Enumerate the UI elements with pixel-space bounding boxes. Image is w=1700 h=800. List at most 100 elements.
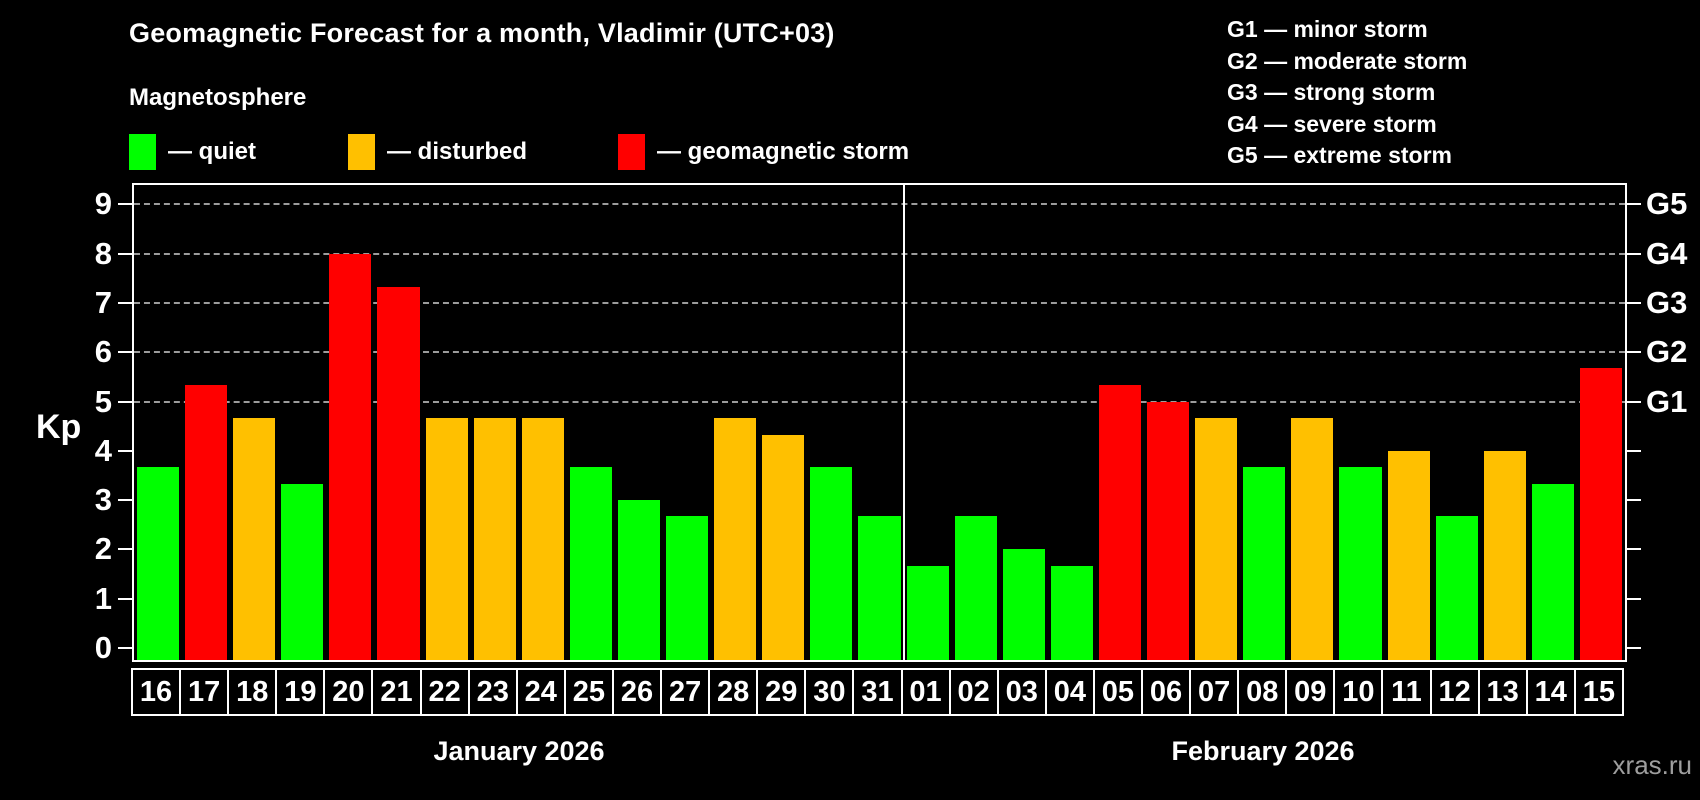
kp-bar-feb-02 — [954, 516, 997, 660]
kp-bar-feb-12 — [1435, 516, 1478, 660]
day-cell-12: 12 — [1429, 668, 1480, 716]
g-scale-legend: G1 — minor storm G2 — moderate storm G3 … — [1227, 14, 1467, 172]
storm-color-swatch — [618, 134, 645, 170]
y-axis-label-8: 8 — [94, 235, 112, 271]
g-axis-label-g3: G3 — [1646, 284, 1688, 320]
right-axis-tick-8 — [1627, 252, 1641, 255]
g-legend-line-g2: G2 — moderate storm — [1227, 47, 1468, 74]
kp-bar-feb-08 — [1243, 467, 1286, 660]
g-legend-line-g5: G5 — extreme storm — [1227, 142, 1452, 168]
legend-label-disturbed: — disturbed — [387, 138, 528, 165]
y-axis-label-2: 2 — [94, 531, 112, 567]
day-cell-27: 27 — [660, 668, 711, 716]
day-cell-04: 04 — [1044, 668, 1095, 716]
y-axis-label-1: 1 — [94, 580, 112, 616]
day-cell-06: 06 — [1140, 668, 1192, 716]
day-cell-09: 09 — [1285, 668, 1336, 716]
day-cell-29: 29 — [756, 668, 807, 716]
legend-item-storm: — geomagnetic storm — [618, 132, 909, 172]
gridline-kp5 — [134, 400, 1625, 403]
legend-item-disturbed: — disturbed — [348, 132, 527, 172]
day-cell-07: 07 — [1189, 668, 1240, 716]
kp-bar-feb-06 — [1147, 401, 1190, 660]
day-cell-05: 05 — [1092, 668, 1143, 716]
day-axis-row: 16 17 18 19 20 21 22 23 24 25 26 27 28 29 30 31 01 02 03 04… — [131, 668, 1624, 716]
day-cell-25: 25 — [563, 668, 614, 716]
kp-bar-feb-09 — [1291, 417, 1334, 660]
month-label-january: January 2026 — [433, 736, 605, 766]
day-cell-10: 10 — [1333, 668, 1384, 716]
quiet-color-swatch — [129, 134, 156, 170]
g-axis-label-g1: G1 — [1646, 383, 1688, 419]
kp-bar-feb-15 — [1579, 368, 1622, 660]
kp-bar-jan-17 — [185, 385, 228, 660]
kp-bar-jan-27 — [666, 516, 709, 660]
right-axis-tick-3 — [1627, 499, 1641, 502]
watermark: xras.ru — [1612, 750, 1692, 780]
month-divider — [902, 185, 905, 660]
legend-item-quiet: — quiet — [129, 132, 256, 172]
right-axis-tick-4 — [1627, 449, 1641, 452]
day-cell-24: 24 — [515, 668, 566, 716]
kp-bar-feb-04 — [1050, 565, 1093, 660]
y-axis-tick-3 — [118, 499, 132, 502]
kp-bar-jan-22 — [425, 417, 468, 660]
day-cell-16: 16 — [131, 668, 182, 716]
legend-label-storm: — geomagnetic storm — [657, 138, 910, 165]
day-cell-26: 26 — [611, 668, 663, 716]
y-axis-label-4: 4 — [94, 432, 112, 468]
kp-bar-jan-16 — [137, 467, 180, 660]
gridline-kp7 — [134, 301, 1625, 304]
day-cell-20: 20 — [323, 668, 374, 716]
gridline-kp6 — [134, 351, 1625, 354]
kp-bar-feb-03 — [1002, 549, 1045, 660]
kp-bar-jan-30 — [810, 467, 853, 660]
kp-bar-feb-14 — [1531, 483, 1574, 660]
disturbed-color-swatch — [348, 134, 375, 170]
day-cell-21: 21 — [371, 668, 422, 716]
month-label-february: February 2026 — [1171, 736, 1355, 766]
kp-bar-feb-01 — [906, 565, 949, 660]
g-axis-label-g5: G5 — [1646, 186, 1688, 222]
day-cell-01: 01 — [900, 668, 951, 716]
kp-bar-feb-05 — [1098, 385, 1142, 660]
g-axis-label-g4: G4 — [1646, 235, 1688, 271]
legend-label-quiet: — quiet — [168, 138, 256, 165]
day-cell-28: 28 — [708, 668, 759, 716]
y-axis-title: Kp — [36, 408, 82, 446]
gridline-kp8 — [134, 252, 1625, 255]
kp-bar-jan-31 — [858, 516, 901, 660]
kp-bar-jan-29 — [762, 434, 805, 660]
day-cell-08: 08 — [1237, 668, 1288, 716]
y-axis-label-9: 9 — [94, 186, 112, 222]
kp-bar-jan-26 — [617, 500, 661, 660]
y-axis-label-0: 0 — [94, 630, 112, 665]
right-axis-tick-6 — [1627, 351, 1641, 354]
gridline-kp9 — [134, 203, 1625, 206]
kp-bar-feb-07 — [1195, 417, 1238, 660]
right-axis-tick-5 — [1627, 400, 1641, 403]
kp-bar-jan-28 — [714, 417, 757, 660]
kp-bar-feb-10 — [1339, 467, 1382, 660]
right-axis-tick-1 — [1627, 597, 1641, 600]
right-axis-tick-9 — [1627, 203, 1641, 206]
g-axis-label-g2: G2 — [1646, 334, 1688, 370]
right-axis-tick-2 — [1627, 548, 1641, 551]
y-axis-tick-6 — [118, 351, 132, 354]
day-cell-13: 13 — [1477, 668, 1528, 716]
y-axis-tick-2 — [118, 548, 132, 551]
kp-bar-feb-13 — [1483, 450, 1526, 660]
day-cell-03: 03 — [996, 668, 1047, 716]
day-cell-11: 11 — [1381, 668, 1432, 716]
kp-bar-jan-18 — [233, 417, 276, 660]
y-axis-tick-9 — [118, 203, 132, 206]
right-axis-tick-7 — [1627, 301, 1641, 304]
kp-bar-jan-23 — [473, 417, 516, 660]
y-axis-label-7: 7 — [94, 284, 112, 320]
y-axis-label-5: 5 — [94, 383, 112, 419]
y-axis-tick-0 — [118, 647, 132, 649]
day-cell-23: 23 — [467, 668, 518, 716]
y-axis-label-6: 6 — [94, 334, 112, 370]
kp-bar-jan-21 — [377, 286, 420, 660]
